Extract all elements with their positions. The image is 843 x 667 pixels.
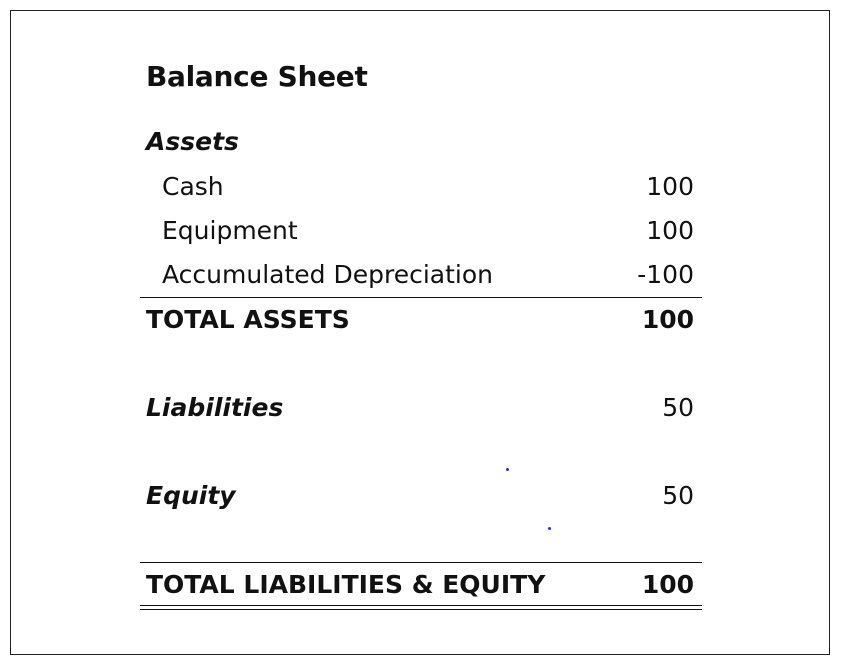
line-item-equipment: Equipment 100	[140, 209, 702, 253]
total-assets-row: TOTAL ASSETS 100	[140, 298, 702, 342]
liabilities-row: Liabilities 50	[140, 386, 702, 430]
total-assets-value: 100	[641, 305, 694, 334]
line-item-value: -100	[637, 260, 694, 289]
line-item-value: 100	[646, 216, 694, 245]
stray-dot	[548, 527, 551, 530]
grand-total-top-rule	[140, 562, 702, 563]
line-item-accumulated-depreciation: Accumulated Depreciation -100	[140, 253, 702, 297]
equity-row: Equity 50	[140, 474, 702, 518]
assets-heading-row: Assets	[140, 120, 702, 164]
stray-dot	[506, 468, 509, 471]
equity-value: 50	[662, 481, 694, 510]
grand-total-double-underline	[140, 605, 702, 610]
grand-total-label: TOTAL LIABILITIES & EQUITY	[146, 570, 546, 599]
line-item-value: 100	[646, 172, 694, 201]
liabilities-heading: Liabilities	[146, 393, 284, 422]
sheet-title: Balance Sheet	[146, 60, 368, 93]
line-item-label: Cash	[162, 172, 224, 201]
grand-total-value: 100	[641, 570, 694, 599]
assets-heading: Assets	[146, 127, 239, 156]
total-assets-label: TOTAL ASSETS	[146, 305, 350, 334]
subtotal-rule	[140, 297, 702, 298]
line-item-label: Equipment	[162, 216, 298, 245]
document-frame	[10, 10, 830, 655]
line-item-cash: Cash 100	[140, 165, 702, 209]
grand-total-row: TOTAL LIABILITIES & EQUITY 100	[140, 563, 702, 607]
equity-heading: Equity	[146, 481, 236, 510]
liabilities-value: 50	[662, 393, 694, 422]
line-item-label: Accumulated Depreciation	[162, 260, 493, 289]
